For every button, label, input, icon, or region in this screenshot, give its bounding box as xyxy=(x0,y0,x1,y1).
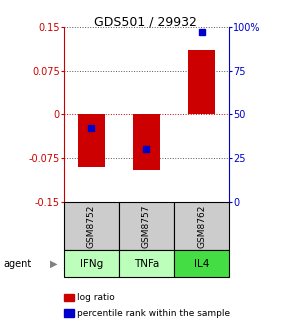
Text: GSM8752: GSM8752 xyxy=(87,204,96,248)
Text: TNFa: TNFa xyxy=(134,259,159,269)
Text: log ratio: log ratio xyxy=(77,293,115,302)
Text: IFNg: IFNg xyxy=(80,259,103,269)
Text: ▶: ▶ xyxy=(50,259,57,269)
Bar xyxy=(77,114,105,167)
Text: GSM8757: GSM8757 xyxy=(142,204,151,248)
Bar xyxy=(133,114,160,170)
Text: agent: agent xyxy=(3,259,31,269)
Text: GDS501 / 29932: GDS501 / 29932 xyxy=(94,15,196,28)
Bar xyxy=(188,50,215,114)
Text: GSM8762: GSM8762 xyxy=(197,204,206,248)
Text: IL4: IL4 xyxy=(194,259,209,269)
Text: percentile rank within the sample: percentile rank within the sample xyxy=(77,309,230,318)
